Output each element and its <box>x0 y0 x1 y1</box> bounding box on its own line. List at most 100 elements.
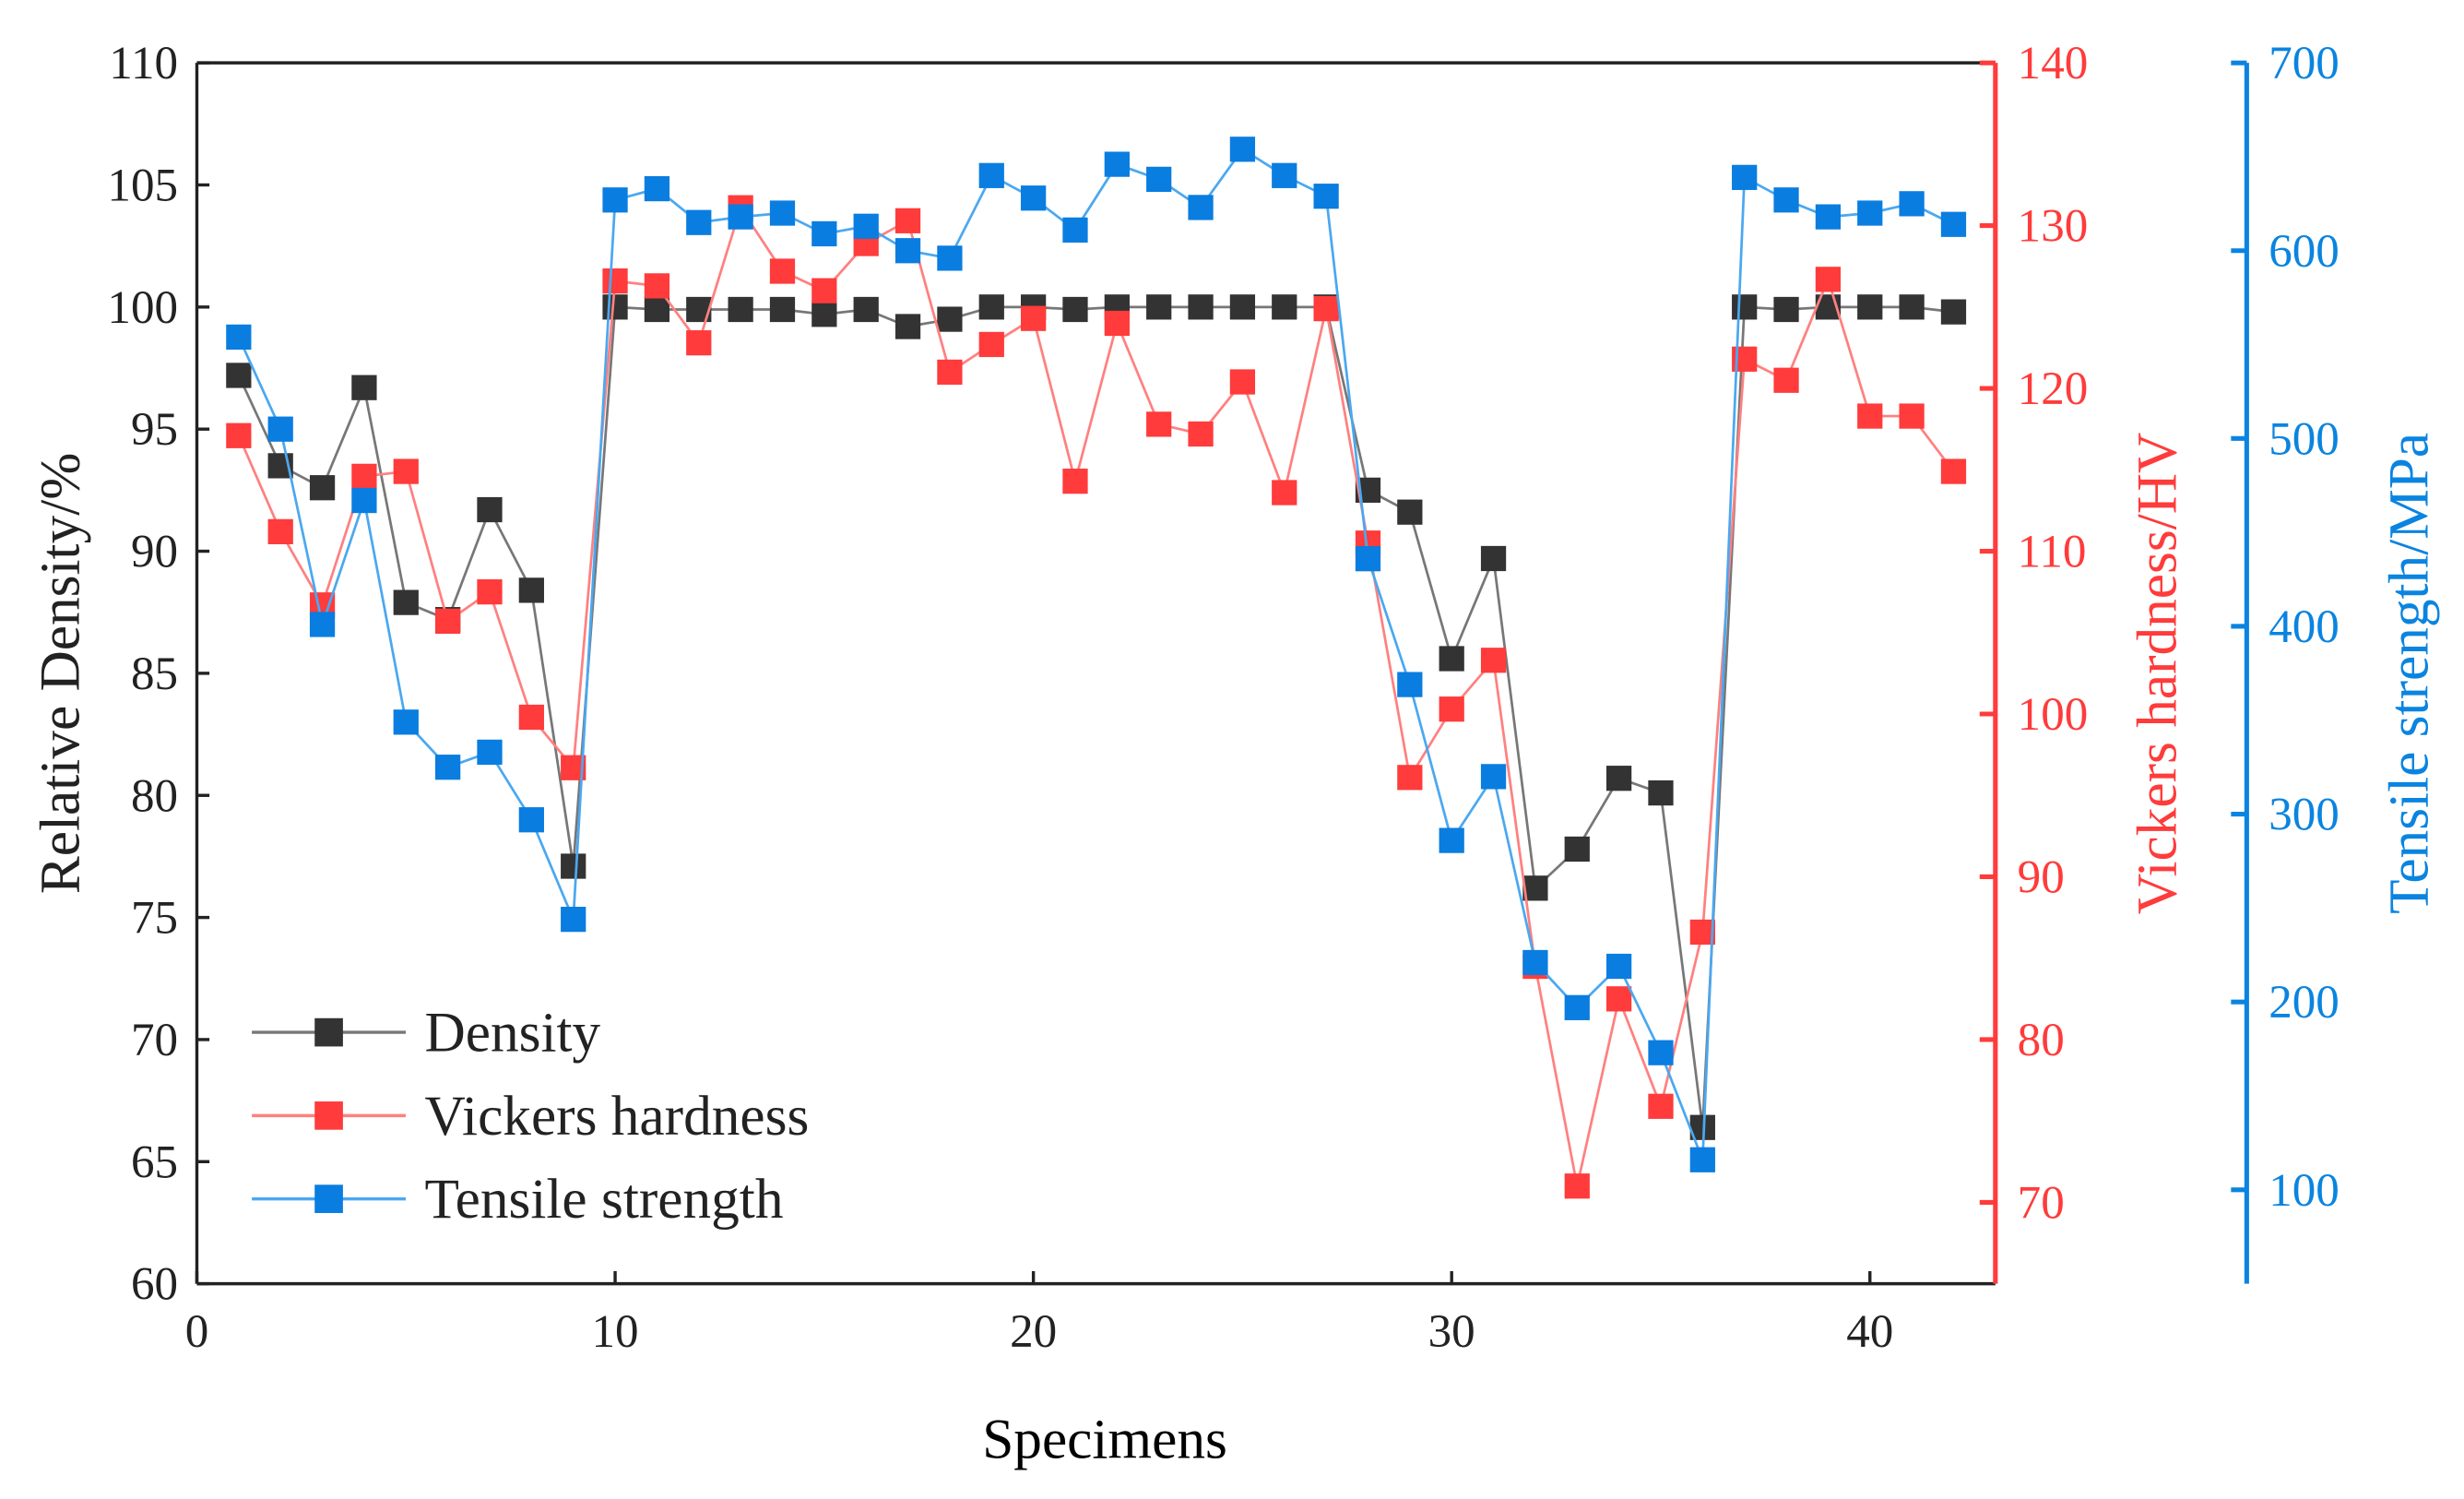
tensile-strength-point <box>226 324 252 351</box>
density-point <box>728 296 753 323</box>
vickers-hardness-point <box>477 579 503 605</box>
tensile-strength-point <box>1899 191 1925 217</box>
tensile-strength-point <box>1857 200 1883 226</box>
axes: 0 10 20 30 40 60 65 70 75 80 85 90 95 100 105 110 Relati… <box>30 37 2441 1358</box>
vickers-tick-label: 80 <box>2018 1014 2065 1066</box>
left-tick-label: 75 <box>131 892 178 945</box>
tensile-strength-point <box>1062 217 1088 243</box>
tensile-tick-label: 200 <box>2269 976 2340 1029</box>
vickers-hardness-point <box>894 208 921 233</box>
left-tick-label: 85 <box>131 648 178 700</box>
tensile-strength-point <box>1773 187 1799 213</box>
vickers-hardness-line <box>237 205 1955 1187</box>
vickers-hardness-point <box>1480 648 1507 673</box>
vickers-hardness-point <box>1564 1173 1590 1199</box>
density-point <box>602 294 628 320</box>
vickers-hardness-point <box>1272 480 1297 506</box>
tensile-strength-point <box>435 755 461 780</box>
density-point <box>1732 294 1758 320</box>
tensile-strength-point <box>1605 953 1632 980</box>
legend-label: Vickers hardness <box>424 1085 809 1148</box>
vickers-hardness-point <box>1439 696 1464 722</box>
density-point <box>1439 646 1464 672</box>
density-point <box>1188 294 1214 320</box>
vickers-tick-label: 90 <box>2018 851 2065 904</box>
density-point <box>644 296 670 323</box>
density-point <box>1605 766 1632 791</box>
vickers-hardness-point <box>267 518 293 544</box>
vickers-hardness-point <box>393 458 419 484</box>
tensile-strength-point <box>978 162 1004 188</box>
tensile-strength-point <box>309 612 336 637</box>
vickers-hardness-point <box>769 258 796 284</box>
vickers-hardness-point <box>1648 1093 1674 1119</box>
tensile-strength-point <box>1397 672 1423 697</box>
tensile-strength-point <box>518 807 544 833</box>
tensile-tick-label: 100 <box>2269 1164 2340 1217</box>
tensile-strength-point <box>561 906 586 933</box>
legend-label: Density <box>424 1002 600 1065</box>
tensile-strength-point <box>1146 166 1172 193</box>
vickers-hardness-point <box>1062 469 1088 494</box>
x-tick-label: 30 <box>1428 1305 1475 1358</box>
tensile-strength-point <box>1355 546 1381 572</box>
tensile-strength-point <box>1188 195 1214 220</box>
tensile-strength-point <box>686 209 712 235</box>
tensile-strength-point <box>1732 164 1758 190</box>
density-point <box>1899 294 1925 320</box>
left-tick-label: 95 <box>131 403 178 456</box>
density-point <box>937 306 963 332</box>
vickers-tick-label: 120 <box>2018 363 2089 415</box>
vickers-hardness-point <box>1397 765 1423 791</box>
vickers-hardness-point <box>602 268 628 294</box>
tensile-strength-point <box>477 739 503 766</box>
tensile-axis-label: Tensile strength/MPa <box>2377 433 2440 914</box>
density-point <box>1648 779 1674 806</box>
density-point <box>1857 294 1883 320</box>
density-point <box>1229 294 1256 320</box>
vickers-hardness-point <box>435 608 461 635</box>
vickers-hardness-point <box>226 422 252 448</box>
tensile-strength-point <box>811 220 837 247</box>
density-point <box>978 294 1004 320</box>
x-tick-label: 40 <box>1846 1305 1893 1358</box>
tensile-strength-point <box>853 213 879 239</box>
vickers-hardness-point <box>1020 305 1047 331</box>
tensile-tick-label: 700 <box>2269 37 2340 89</box>
vickers-tick-label: 70 <box>2018 1176 2065 1229</box>
vickers-hardness-point <box>1104 310 1130 337</box>
vickers-hardness-point <box>1857 403 1883 429</box>
vickers-tick-label: 100 <box>2018 688 2089 741</box>
density-point <box>226 363 252 388</box>
density-point <box>1397 499 1423 525</box>
tensile-strength-point <box>1689 1147 1715 1172</box>
density-point <box>1773 296 1799 323</box>
vickers-hardness-point <box>978 331 1004 358</box>
vickers-hardness-point <box>351 463 377 489</box>
tensile-strength-point <box>1272 162 1297 188</box>
tensile-strength-point <box>393 709 419 735</box>
density-point <box>1564 836 1590 863</box>
vickers-hardness-point <box>1146 411 1172 437</box>
density-line <box>237 305 1954 1128</box>
left-tick-label: 110 <box>109 37 178 89</box>
vickers-tick-label: 140 <box>2018 37 2089 89</box>
vickers-axis-label: Vickers hardness/HV <box>2126 433 2189 914</box>
vickers-hardness-point <box>1899 403 1925 429</box>
vickers-hardness-point <box>811 278 837 303</box>
tensile-strength-point <box>602 187 628 213</box>
vickers-hardness-point <box>518 704 544 731</box>
vickers-hardness-point <box>1773 367 1799 393</box>
density-point <box>1272 294 1297 320</box>
tensile-strength-point <box>1313 184 1339 209</box>
legend-marker <box>314 1184 343 1213</box>
density-point <box>1146 294 1172 320</box>
tensile-strength-point <box>1815 204 1842 230</box>
tensile-strength-point <box>769 200 796 226</box>
tensile-tick-label: 600 <box>2269 225 2340 278</box>
left-tick-label: 65 <box>131 1136 178 1188</box>
tensile-tick-label: 400 <box>2269 601 2340 653</box>
vickers-hardness-point <box>1229 369 1256 395</box>
tensile-strength-point <box>1480 764 1507 790</box>
